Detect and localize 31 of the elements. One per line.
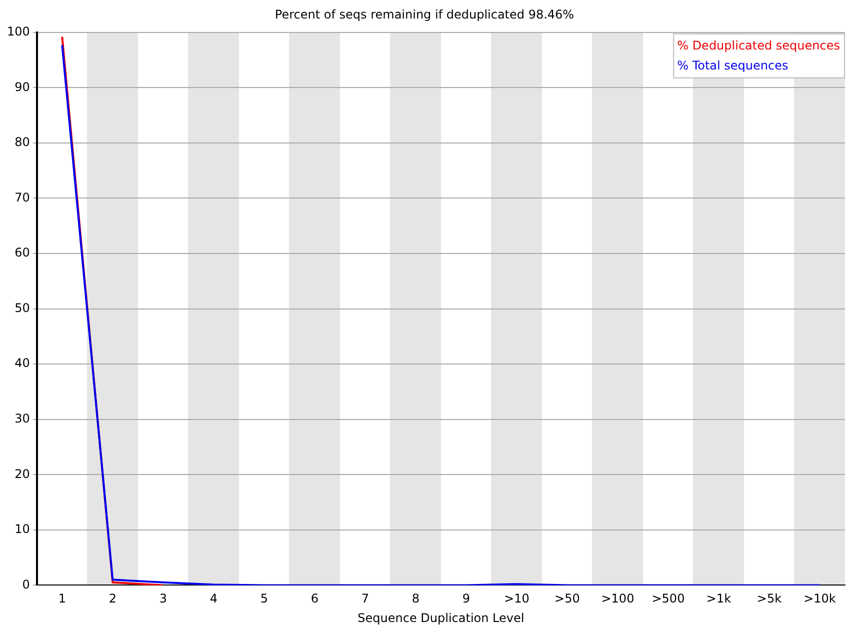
- y-tick-label: 50: [14, 300, 30, 315]
- x-tick-label: 2: [108, 592, 116, 606]
- y-tick-label: 30: [14, 411, 30, 426]
- y-tick-label: 60: [14, 246, 30, 260]
- x-tick-label: >1k: [706, 592, 732, 606]
- x-tick-label: 4: [210, 592, 218, 606]
- x-tick-label: >500: [652, 592, 685, 606]
- y-tick-label: 10: [14, 522, 30, 536]
- x-tick-label: 7: [361, 592, 370, 606]
- x-tick-label: >10: [504, 592, 530, 606]
- x-tick-label: 5: [260, 592, 268, 606]
- y-tick-label: 100: [7, 24, 30, 39]
- x-tick-label: 1: [58, 592, 66, 606]
- x-tick-label: >5k: [756, 592, 782, 606]
- y-tick-label: 40: [14, 356, 30, 370]
- chart-title: Percent of seqs remaining if deduplicated 98.46%: [274, 7, 574, 22]
- x-tick-label: >50: [554, 592, 580, 606]
- y-tick-label: 0: [22, 577, 30, 592]
- text: % Deduplicated sequences: [677, 38, 840, 53]
- x-tick-label: 8: [412, 592, 420, 606]
- x-tick-label: 3: [159, 592, 167, 606]
- y-tick-label: 20: [14, 466, 30, 481]
- y-tick-label: 70: [14, 190, 30, 204]
- x-tick-label: 9: [462, 592, 470, 606]
- x-axis-title: Sequence Duplication Level: [358, 610, 524, 625]
- x-tick-label: >10k: [804, 592, 836, 606]
- y-tick-label: 90: [14, 80, 30, 94]
- x-tick-label: 6: [310, 592, 319, 606]
- x-tick-label: >100: [601, 592, 634, 606]
- text: % Total sequences: [677, 58, 788, 73]
- y-tick-label: 80: [14, 135, 30, 150]
